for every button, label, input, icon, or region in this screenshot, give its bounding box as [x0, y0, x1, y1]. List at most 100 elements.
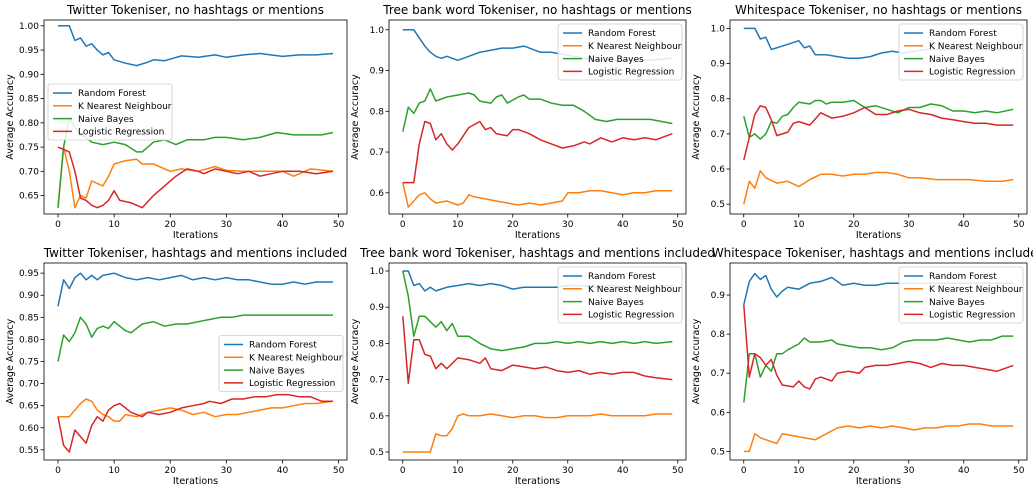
y-tick-label: 0.8 [711, 95, 726, 105]
x-tick-label: 40 [277, 220, 289, 230]
y-axis-label: Average Accuracy [691, 318, 702, 404]
y-tick-label: 0.9 [711, 291, 726, 301]
x-axis-label: Iterations [173, 476, 218, 487]
chart-title: Whitespace Tokeniser, hashtags and menti… [712, 246, 1033, 260]
legend-box [47, 83, 173, 141]
legend-entry: Naive Bayes [929, 298, 985, 308]
y-tick-label: 0.9 [370, 67, 385, 77]
x-tick-label: 20 [507, 220, 519, 230]
x-tick-label: 50 [672, 220, 684, 230]
y-tick-label: 0.8 [370, 107, 385, 117]
y-axis-label: Average Accuracy [350, 74, 361, 160]
y-tick-label: 0.7 [370, 376, 384, 386]
series-line-random-forest [57, 272, 333, 307]
y-tick-label: 0.75 [19, 143, 39, 153]
legend-box [557, 23, 683, 81]
series-line-k-nearest-neighbour [743, 170, 1014, 205]
series-line-naive-bayes [402, 270, 673, 352]
x-tick-label: 30 [903, 466, 915, 476]
series-line-naive-bayes [743, 335, 1014, 403]
x-tick-label: 20 [848, 466, 860, 476]
x-tick-label: 0 [741, 466, 747, 476]
chart-panel-3: Whitespace Tokeniser, no hashtags or men… [691, 3, 1028, 241]
y-tick-label: 0.65 [19, 192, 39, 202]
legend-entry: K Nearest Neighbour [249, 354, 343, 364]
plot-frame [729, 262, 1028, 461]
legend: Random Forest K Nearest Neighbour Naive Ba… [557, 23, 683, 81]
x-tick-label: 10 [108, 220, 120, 230]
x-axis-label: Iterations [173, 230, 218, 241]
plot-frame [729, 19, 1028, 215]
x-tick-label: 20 [165, 466, 177, 476]
y-tick-label: 0.7 [711, 369, 725, 379]
series-line-logistic-regression [402, 316, 673, 384]
y-tick-label: 0.70 [19, 167, 39, 177]
y-tick-label: 0.7 [370, 148, 384, 158]
y-tick-label: 0.6 [370, 189, 385, 199]
y-tick-label: 0.5 [711, 200, 725, 210]
x-tick-label: 50 [672, 466, 684, 476]
x-tick-label: 10 [793, 220, 805, 230]
legend-entry: Logistic Regression [588, 311, 674, 321]
y-tick-label: 0.95 [19, 46, 39, 56]
x-tick-label: 40 [958, 466, 970, 476]
x-tick-label: 50 [333, 220, 345, 230]
y-tick-label: 0.85 [19, 95, 39, 105]
plot-frame [43, 19, 348, 215]
legend-entry: Random Forest [249, 341, 317, 351]
plot-frame [388, 19, 687, 215]
y-tick-label: 0.6 [711, 165, 726, 175]
legend-entry: Naive Bayes [588, 55, 644, 65]
plot-frame [388, 262, 687, 461]
series-line-k-nearest-neighbour [57, 146, 334, 209]
legend-box [218, 335, 344, 392]
x-tick-label: 50 [1013, 466, 1025, 476]
y-tick-label: 0.80 [19, 119, 39, 129]
legend-entry: K Nearest Neighbour [78, 102, 172, 112]
legend: Random Forest K Nearest Neighbour Naive Ba… [898, 23, 1024, 81]
y-tick-label: 0.60 [19, 424, 39, 434]
y-tick-label: 0.95 [19, 269, 39, 279]
y-tick-label: 0.8 [711, 330, 726, 340]
y-tick-label: 0.9 [711, 60, 726, 70]
y-tick-label: 0.7 [711, 130, 725, 140]
x-tick-label: 0 [400, 466, 406, 476]
legend-entry: Random Forest [588, 272, 656, 282]
legend-box [898, 23, 1024, 81]
legend: Random Forest K Nearest Neighbour Naive Ba… [898, 266, 1024, 324]
x-tick-label: 50 [333, 466, 345, 476]
legend-entry: Logistic Regression [588, 68, 674, 78]
y-tick-label: 0.9 [370, 303, 385, 313]
x-axis-label: Iterations [856, 230, 901, 241]
chart-panel-4: Twitter Tokeniser, hashtags and mentions… [5, 246, 348, 487]
y-tick-label: 0.6 [711, 408, 726, 418]
legend: Random Forest K Nearest Neighbour Naive Ba… [218, 335, 344, 392]
y-tick-label: 0.6 [370, 412, 385, 422]
x-tick-label: 30 [903, 220, 915, 230]
legend-entry: K Nearest Neighbour [929, 42, 1023, 52]
y-tick-label: 0.75 [19, 358, 39, 368]
x-tick-label: 30 [562, 220, 574, 230]
y-axis-label: Average Accuracy [5, 318, 16, 404]
x-axis-label: Iterations [515, 476, 560, 487]
series-line-logistic-regression [57, 146, 334, 209]
series-line-random-forest [58, 25, 334, 67]
y-tick-label: 0.90 [19, 291, 39, 301]
legend-entry: K Nearest Neighbour [588, 285, 682, 295]
legend-entry: Naive Bayes [588, 298, 644, 308]
x-axis-label: Iterations [856, 476, 901, 487]
y-tick-label: 0.80 [19, 335, 39, 345]
series-line-logistic-regression [743, 105, 1014, 161]
y-axis-label: Average Accuracy [691, 74, 702, 160]
series-line-k-nearest-neighbour [743, 423, 1014, 453]
legend-entry: Naive Bayes [929, 55, 985, 65]
legend-box [898, 266, 1024, 324]
y-tick-label: 0.5 [711, 447, 725, 457]
y-tick-label: 0.55 [19, 446, 39, 456]
chart-title: Twitter Tokeniser, hashtags and mentions… [43, 246, 347, 260]
x-tick-label: 0 [55, 220, 61, 230]
x-tick-label: 40 [617, 466, 629, 476]
y-tick-label: 0.90 [19, 70, 39, 80]
legend: Random Forest K Nearest Neighbour Naive Ba… [557, 266, 683, 324]
